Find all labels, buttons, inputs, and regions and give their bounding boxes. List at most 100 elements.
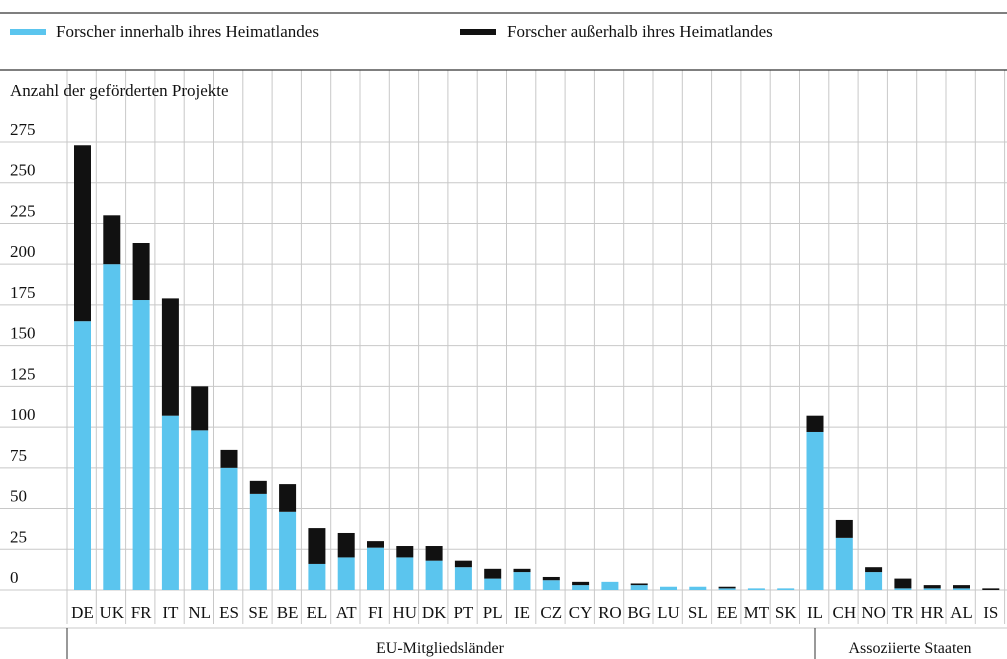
y-tick-label: 75 xyxy=(10,446,27,465)
x-tick-label: PT xyxy=(453,603,473,622)
bar-outside-cy xyxy=(572,581,590,586)
grid xyxy=(0,70,1007,624)
bar-inside-hr xyxy=(923,588,941,590)
y-tick-label: 150 xyxy=(10,324,36,343)
bar-inside-il xyxy=(806,431,824,590)
bar-inside-uk xyxy=(103,264,121,590)
bar-outside-cz xyxy=(542,576,560,581)
legend-label-outside: Forscher außerhalb ihres Heimatlandes xyxy=(507,22,773,41)
bar-inside-cz xyxy=(542,580,560,590)
x-tick-label: BE xyxy=(277,603,299,622)
bar-outside-it xyxy=(161,298,179,416)
bar-outside-de xyxy=(74,145,91,322)
bar-inside-cy xyxy=(572,585,590,590)
bar-outside-dk xyxy=(425,546,443,561)
bar-inside-fi xyxy=(367,547,384,590)
y-tick-label: 250 xyxy=(10,161,36,180)
x-tick-labels: DE UK FR IT NL ES SE BE EL AT FI HU DK PT PL IE CZ CY RO BG… xyxy=(71,603,998,622)
group-label: EU-Mitgliedsländer xyxy=(376,640,505,657)
x-tick-label: CH xyxy=(832,603,856,622)
bars xyxy=(74,145,1000,590)
y-tick-label: 275 xyxy=(10,120,36,139)
y-tick-label: 25 xyxy=(10,527,27,546)
legend: Forscher innerhalb ihres Heimatlandes Fo… xyxy=(10,22,773,41)
bar-outside-uk xyxy=(103,215,121,265)
x-tick-label: SE xyxy=(248,603,268,622)
group-label: Assoziierte Staaten xyxy=(848,640,971,657)
bar-outside-ee xyxy=(718,586,736,589)
x-tick-label: FR xyxy=(131,603,152,622)
bar-outside-tr xyxy=(894,578,912,589)
bar-inside-el xyxy=(308,563,326,590)
bar-inside-at xyxy=(337,557,355,590)
group-labels: EU-Mitgliedsländer Assoziierte Staaten xyxy=(376,640,972,657)
x-tick-label: MT xyxy=(744,603,770,622)
bar-inside-sl xyxy=(689,586,707,590)
bar-outside-pl xyxy=(484,568,502,579)
x-tick-label: PL xyxy=(483,603,503,622)
bar-inside-be xyxy=(279,511,297,590)
bar-outside-hr xyxy=(923,585,941,589)
bar-outside-ch xyxy=(835,519,853,538)
bar-inside-lu xyxy=(660,586,677,590)
bar-outside-el xyxy=(308,528,326,564)
y-tick-label: 50 xyxy=(10,487,27,506)
bar-inside-it xyxy=(161,415,179,590)
bar-inside-pl xyxy=(484,578,502,590)
bar-outside-be xyxy=(279,484,297,512)
bar-outside-al xyxy=(953,585,970,589)
bar-outside-bg xyxy=(630,583,648,586)
x-tick-label: AT xyxy=(336,603,357,622)
bar-outside-at xyxy=(337,532,355,558)
bar-inside-al xyxy=(953,588,970,590)
x-tick-label: IL xyxy=(807,603,823,622)
y-tick-label: 225 xyxy=(10,201,36,220)
y-tick-label: 0 xyxy=(10,568,19,587)
x-tick-label: LU xyxy=(657,603,680,622)
bar-inside-es xyxy=(220,467,238,590)
x-tick-label: RO xyxy=(598,603,622,622)
y-tick-label: 200 xyxy=(10,242,36,261)
x-tick-label: SK xyxy=(775,603,797,622)
bar-inside-dk xyxy=(425,560,443,590)
x-tick-label: HR xyxy=(920,603,944,622)
x-tick-label: IT xyxy=(162,603,179,622)
x-tick-label: SL xyxy=(688,603,708,622)
x-tick-label: FI xyxy=(368,603,383,622)
legend-label-inside: Forscher innerhalb ihres Heimatlandes xyxy=(56,22,319,41)
x-tick-label: ES xyxy=(219,603,239,622)
bar-outside-fi xyxy=(367,541,384,548)
y-tick-label: 100 xyxy=(10,405,36,424)
x-tick-label: AL xyxy=(950,603,973,622)
legend-swatch-outside xyxy=(460,29,496,35)
bar-outside-no xyxy=(865,567,883,573)
bar-outside-il xyxy=(806,415,824,432)
rules xyxy=(0,12,1007,659)
bar-inside-sk xyxy=(777,588,795,590)
y-tick-label: 125 xyxy=(10,364,36,383)
bar-outside-pt xyxy=(454,560,472,568)
x-tick-label: IE xyxy=(514,603,530,622)
bar-outside-ie xyxy=(513,568,531,573)
bar-inside-hu xyxy=(396,557,414,590)
x-tick-label: EE xyxy=(717,603,738,622)
bar-inside-mt xyxy=(747,588,765,590)
x-tick-label: CY xyxy=(569,603,593,622)
bar-inside-tr xyxy=(894,588,912,590)
legend-swatch-inside xyxy=(10,29,46,35)
bar-inside-ch xyxy=(835,537,853,590)
y-tick-labels: 0 25 50 75 100 125 150 175 200 225 250 275 xyxy=(10,120,36,587)
x-tick-label: CZ xyxy=(540,603,562,622)
bar-inside-no xyxy=(865,572,883,590)
bar-inside-ee xyxy=(718,588,736,590)
bar-outside-se xyxy=(249,480,267,494)
x-tick-label: EL xyxy=(307,603,328,622)
x-tick-label: IS xyxy=(983,603,998,622)
bar-inside-pt xyxy=(454,567,472,590)
y-tick-label: 175 xyxy=(10,283,36,302)
x-tick-label: DK xyxy=(422,603,447,622)
bar-inside-nl xyxy=(191,430,209,590)
bar-outside-es xyxy=(220,449,238,468)
